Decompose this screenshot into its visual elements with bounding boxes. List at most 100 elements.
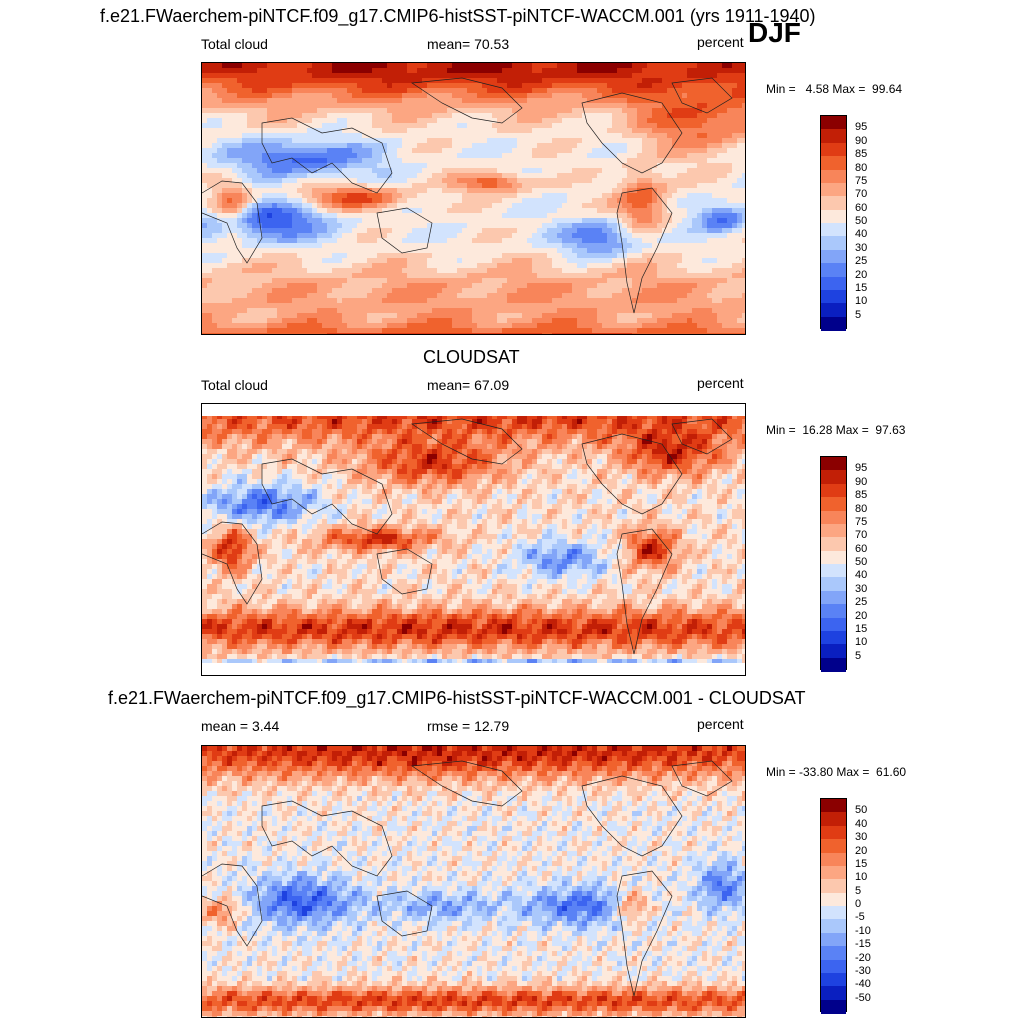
colorbar-bin xyxy=(821,510,846,525)
colorbar-bin xyxy=(821,972,846,987)
colorbar-bin xyxy=(821,617,846,632)
colorbar-bin xyxy=(821,263,846,277)
colorbar-tick-label: 25 xyxy=(855,255,868,268)
panel3-map xyxy=(201,745,746,1018)
colorbar-bin xyxy=(821,644,846,659)
panel2-units-label: percent xyxy=(697,375,744,391)
colorbar-tick-label: 95 xyxy=(855,121,868,134)
colorbar-tick-label: 40 xyxy=(855,817,868,830)
panel1-units-label: percent xyxy=(697,34,744,50)
colorbar-bin xyxy=(821,156,846,170)
panel3-title: f.e21.FWaerchem-piNTCF.f09_g17.CMIP6-his… xyxy=(108,688,806,708)
colorbar-tick-label: 15 xyxy=(855,281,868,294)
colorbar-tick-label: 30 xyxy=(855,831,868,844)
colorbar-bin xyxy=(821,812,846,827)
colorbar-bin xyxy=(821,799,846,813)
colorbar-tick-label: 75 xyxy=(855,515,868,528)
colorbar-tick-label: 40 xyxy=(855,569,868,582)
colorbar-bin xyxy=(821,497,846,511)
panel1-colorbar xyxy=(820,115,847,331)
colorbar-bin xyxy=(821,630,846,645)
colorbar-bin xyxy=(821,457,846,471)
colorbar-tick-label: 85 xyxy=(855,489,868,502)
panel1-left-label: Total cloud xyxy=(201,36,268,52)
colorbar-bin xyxy=(821,892,846,907)
colorbar-tick-label: 80 xyxy=(855,502,868,515)
colorbar-bin xyxy=(821,223,846,237)
colorbar-bin xyxy=(821,906,846,920)
colorbar-bin xyxy=(821,604,846,618)
colorbar-tick-label: 50 xyxy=(855,556,868,568)
colorbar-tick-label: 15 xyxy=(855,622,868,635)
panel1-minmax: Min = 4.58 Max = 99.64 xyxy=(766,82,903,96)
colorbar-tick-label: -15 xyxy=(855,938,871,951)
colorbar-bin xyxy=(821,959,846,974)
colorbar-tick-label: 60 xyxy=(855,201,868,214)
panel3-minmax: Min = -33.80 Max = 61.60 xyxy=(766,765,907,779)
colorbar-bin xyxy=(821,564,846,578)
colorbar-bin xyxy=(821,209,846,224)
colorbar-tick-label: 50 xyxy=(855,215,868,227)
colorbar-bin xyxy=(821,919,846,934)
colorbar-tick-label: 95 xyxy=(855,462,868,475)
panel3-rmse-label: rmse = 12.79 xyxy=(427,718,510,734)
colorbar-tick-label: -10 xyxy=(855,924,871,937)
colorbar-bin xyxy=(821,236,846,251)
colorbar-bin xyxy=(821,196,846,211)
colorbar-tick-label: 20 xyxy=(855,844,868,857)
colorbar-tick-label: 50 xyxy=(855,804,868,817)
colorbar-tick-label: 30 xyxy=(855,582,868,595)
colorbar-tick-label: 15 xyxy=(855,857,868,870)
colorbar-tick-label: 5 xyxy=(855,649,862,662)
colorbar-tick-label: 10 xyxy=(855,636,868,649)
colorbar-bin xyxy=(821,289,846,304)
season-label: DJF xyxy=(748,17,801,48)
colorbar-bin xyxy=(821,590,846,605)
colorbar-tick-label: 75 xyxy=(855,174,868,187)
colorbar-tick-label: 10 xyxy=(855,295,868,308)
panel2-mean-label: mean= 67.09 xyxy=(427,377,510,393)
panel1-mean-label: mean= 70.53 xyxy=(427,36,510,52)
panel3-mean-label: mean = 3.44 xyxy=(201,718,280,734)
colorbar-bin xyxy=(821,825,846,840)
colorbar-tick-label: 0 xyxy=(855,898,862,910)
colorbar-bin xyxy=(821,523,846,538)
colorbar-tick-label: 80 xyxy=(855,161,868,174)
colorbar-bin xyxy=(821,879,846,894)
colorbar-tick-label: 90 xyxy=(855,475,868,488)
colorbar-bin xyxy=(821,986,846,1001)
colorbar-bin xyxy=(821,577,846,592)
colorbar-bin xyxy=(821,852,846,867)
colorbar-bin xyxy=(821,537,846,552)
panel2-title: CLOUDSAT xyxy=(423,347,520,367)
colorbar-bin xyxy=(821,303,846,318)
panel2-left-label: Total cloud xyxy=(201,377,268,393)
colorbar-tick-label: 70 xyxy=(855,188,868,201)
colorbar-tick-label: 20 xyxy=(855,268,868,281)
colorbar-tick-label: 10 xyxy=(855,871,868,884)
colorbar-bin xyxy=(821,999,846,1014)
colorbar-bin xyxy=(821,116,846,130)
colorbar-bin xyxy=(821,182,846,197)
colorbar-bin xyxy=(821,657,846,672)
colorbar-tick-label: 90 xyxy=(855,134,868,147)
colorbar-tick-label: -30 xyxy=(855,964,871,977)
panel1-map xyxy=(201,62,746,335)
panel3-units-label: percent xyxy=(697,716,744,732)
colorbar-bin xyxy=(821,470,846,485)
panel2-map xyxy=(201,403,746,676)
panel2-minmax: Min = 16.28 Max = 97.63 xyxy=(766,423,906,437)
colorbar-tick-label: 30 xyxy=(855,241,868,254)
colorbar-tick-label: 5 xyxy=(855,308,862,321)
colorbar-tick-label: -5 xyxy=(855,911,865,924)
colorbar-bin xyxy=(821,483,846,498)
colorbar-bin xyxy=(821,129,846,144)
colorbar-tick-label: 85 xyxy=(855,148,868,161)
colorbar-bin xyxy=(821,276,846,291)
colorbar-tick-label: 5 xyxy=(855,884,862,897)
colorbar-tick-label: -20 xyxy=(855,951,871,964)
colorbar-bin xyxy=(821,865,846,880)
colorbar-bin xyxy=(821,932,846,947)
colorbar-bin xyxy=(821,839,846,853)
panel1-title: f.e21.FWaerchem-piNTCF.f09_g17.CMIP6-his… xyxy=(100,6,816,26)
